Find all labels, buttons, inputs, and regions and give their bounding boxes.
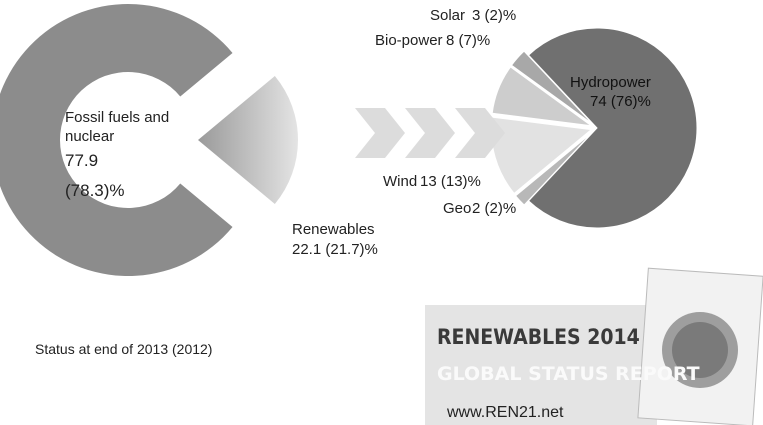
slice-value: 77.9 (78.3)% (65, 151, 125, 200)
slice-value: 13 (13)% (420, 173, 481, 190)
pie-slice (527, 27, 698, 229)
pie-slice (0, 4, 233, 276)
slice-value: 3 (2)% (472, 7, 517, 24)
report-banner (425, 305, 657, 425)
slice-label: Fossil fuels and nuclear (65, 109, 170, 145)
pie-slice (198, 76, 298, 204)
pie-slice (491, 66, 592, 127)
report-url: www.REN21.net (446, 404, 564, 421)
pie-slice (514, 131, 593, 206)
slice-value: 22.1 (21.7)% (292, 241, 378, 258)
slice-label: Hydropower (570, 74, 651, 91)
pie-slice (510, 50, 593, 125)
slice-value: 2 (2)% (472, 200, 517, 217)
slice-label: Geo (443, 200, 472, 217)
footnote: Status at end of 2013 (2012) (35, 341, 212, 357)
chevrons (355, 108, 505, 158)
slice-value: 8 (7)% (446, 32, 491, 49)
slice-label: Wind (383, 173, 418, 190)
report-cover (637, 267, 763, 425)
report-subtitle: GLOBAL STATUS REPORT (437, 363, 700, 385)
slice-label: Bio-power (375, 32, 443, 49)
slice-label: Solar (430, 7, 466, 24)
slice-value: 74 (76)% (590, 93, 651, 110)
report-title: RENEWABLES 2014 (437, 325, 640, 349)
slice-label: Renewables (292, 221, 375, 238)
